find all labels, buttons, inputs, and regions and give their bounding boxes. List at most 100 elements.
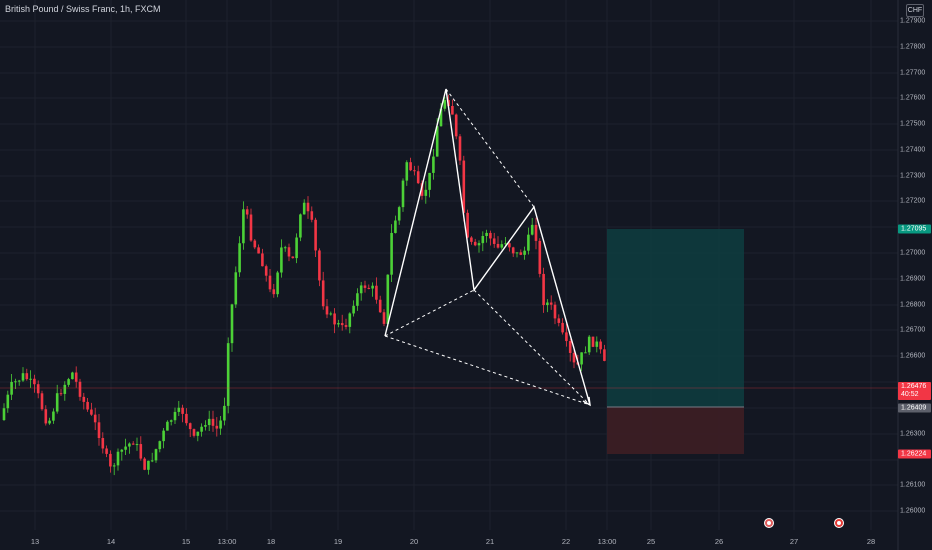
- candle-body: [261, 253, 264, 267]
- candle-body: [546, 302, 549, 306]
- time-label: 13:00: [597, 537, 617, 546]
- candle-body: [485, 232, 488, 237]
- price-label: 1.27400: [900, 146, 926, 154]
- time-label: 28: [866, 537, 876, 546]
- candle-body: [143, 458, 146, 470]
- candle-body: [2, 408, 6, 420]
- candle-body: [340, 323, 344, 326]
- candle-body: [378, 299, 382, 313]
- candle-body: [219, 420, 222, 429]
- candle-body: [188, 423, 192, 430]
- candle-body: [162, 430, 165, 442]
- candle-body: [405, 162, 409, 181]
- time-label: 22: [561, 537, 571, 546]
- price-label: 1.27800: [900, 43, 926, 51]
- candle-body: [458, 136, 462, 161]
- time-label: 20: [409, 537, 419, 546]
- candle-body: [204, 425, 207, 427]
- candle-body: [432, 156, 435, 173]
- candle-body: [249, 214, 253, 241]
- candle-body: [283, 247, 287, 249]
- candle-body: [325, 306, 329, 315]
- candle-body: [549, 302, 553, 305]
- candle-body: [181, 407, 184, 414]
- candle-body: [481, 236, 485, 244]
- candle-body: [523, 250, 526, 255]
- candle-body: [253, 240, 257, 248]
- candle-body: [386, 274, 390, 324]
- candle-body: [500, 244, 504, 248]
- candle-body: [185, 413, 188, 424]
- candle-body: [416, 171, 420, 184]
- candle-body: [154, 449, 158, 461]
- pattern-ac-dash: [445, 88, 535, 208]
- time-label: 26: [714, 537, 724, 546]
- event-marker-icon[interactable]: [764, 518, 774, 528]
- profit-zone[interactable]: [607, 229, 744, 407]
- event-marker-icon[interactable]: [834, 518, 844, 528]
- candle-body: [409, 162, 412, 171]
- candle-body: [337, 323, 340, 325]
- candle-body: [530, 224, 534, 235]
- candle-body: [55, 393, 59, 412]
- pattern-legs: [384, 88, 591, 406]
- candle-body: [306, 202, 310, 212]
- candle-body: [428, 172, 431, 190]
- countdown-timer: 40:52: [901, 391, 919, 398]
- candle-body: [413, 170, 416, 172]
- candle-body: [291, 256, 295, 259]
- candle-body: [128, 443, 131, 447]
- candle-body: [211, 418, 215, 426]
- candle-body: [371, 285, 374, 289]
- candle-body: [74, 372, 78, 382]
- currency-badge[interactable]: CHF: [906, 4, 924, 17]
- candle-body: [553, 304, 557, 319]
- loss-zone[interactable]: [607, 407, 744, 454]
- candle-body: [169, 420, 173, 422]
- candle-body: [580, 352, 583, 365]
- candle-body: [310, 211, 314, 220]
- candle-body: [356, 293, 359, 306]
- candle-body: [443, 100, 447, 109]
- candle-body: [116, 451, 120, 466]
- candle-body: [394, 220, 397, 233]
- candle-body: [40, 393, 44, 410]
- candle-body: [599, 341, 602, 350]
- candle-body: [192, 429, 196, 436]
- candle-body: [71, 372, 74, 380]
- candle-body: [177, 407, 181, 412]
- candle-body: [17, 380, 21, 382]
- candle-body: [561, 322, 564, 333]
- price-label: 1.27300: [900, 172, 926, 180]
- candle-body: [359, 285, 363, 294]
- candle-body: [67, 379, 70, 385]
- candle-body: [470, 237, 473, 242]
- candle-body: [439, 108, 443, 127]
- candle-body: [120, 449, 124, 452]
- candle-body: [234, 272, 238, 305]
- candle-body: [268, 275, 272, 290]
- candle-body: [568, 341, 572, 353]
- candle-body: [166, 421, 169, 431]
- candle-body: [435, 126, 439, 157]
- candle-body: [173, 411, 177, 421]
- candle-body: [147, 460, 150, 470]
- candle-body: [329, 313, 333, 315]
- candle-body: [375, 285, 378, 300]
- candle-body: [363, 285, 367, 288]
- candle-body: [44, 409, 48, 424]
- candle-body: [462, 160, 466, 213]
- harmonic-pattern[interactable]: [384, 88, 591, 407]
- candle-body: [492, 238, 496, 244]
- candle-body: [272, 289, 276, 295]
- candle-body: [542, 273, 545, 306]
- candle-body: [196, 431, 200, 436]
- candle-body: [29, 378, 32, 380]
- candle-body: [302, 202, 306, 215]
- time-label: 21: [485, 537, 495, 546]
- candle-body: [97, 422, 101, 439]
- candle-body: [238, 243, 241, 273]
- candle-body: [595, 341, 599, 347]
- candle-body: [466, 212, 469, 238]
